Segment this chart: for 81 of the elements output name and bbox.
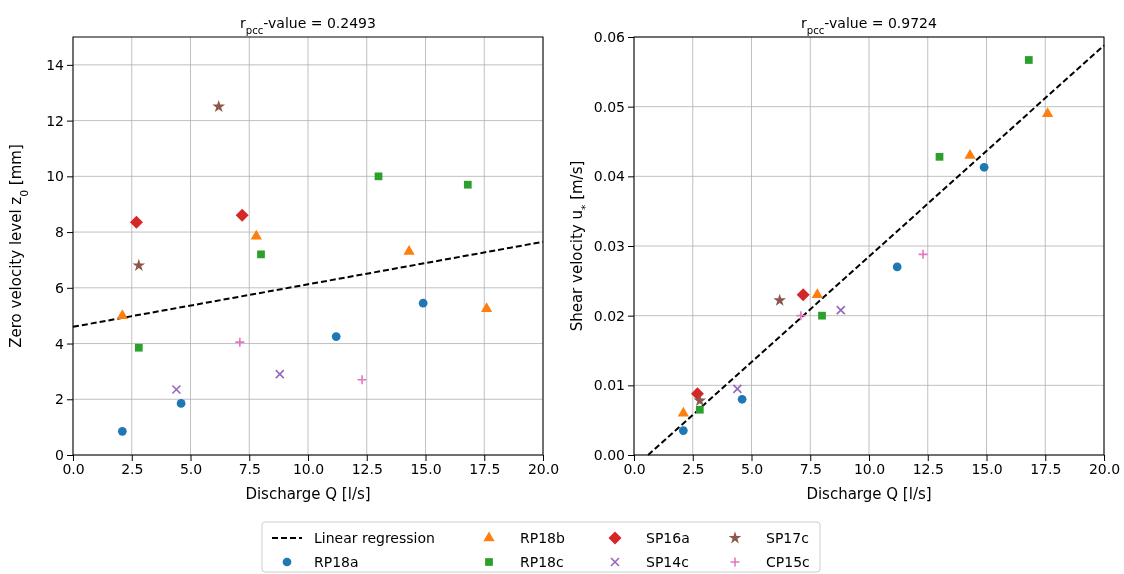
point (117, 426, 127, 436)
point (331, 332, 341, 341)
point (1041, 107, 1054, 117)
point (275, 369, 285, 379)
point (403, 245, 415, 255)
point (132, 258, 146, 271)
y-tick-label: 0.03 (593, 237, 625, 254)
x-tick-label: 2.5 (121, 460, 144, 477)
point (732, 384, 743, 394)
chart-title: r$_{pcc}$-value = 0.2493 (240, 15, 376, 36)
y-tick-label: 0.02 (593, 307, 625, 324)
point (690, 387, 704, 401)
y-tick-label: 0.01 (593, 377, 625, 394)
x-tick-label: 15.0 (410, 460, 442, 477)
x-tick-label: 5.0 (740, 460, 764, 477)
point (796, 288, 810, 302)
point (171, 384, 182, 395)
legend-label: SP14c (646, 554, 689, 570)
x-tick-label: 20.0 (527, 460, 560, 477)
point (176, 399, 186, 408)
x-tick-label: 2.5 (682, 460, 705, 477)
y-tick-label: 0 (55, 446, 64, 463)
point (418, 298, 428, 308)
x-tick-label: 7.5 (238, 460, 261, 477)
x-tick-label: 15.0 (971, 460, 1003, 477)
legend-label: SP17c (766, 530, 809, 546)
legend-label: Linear regression (314, 530, 435, 546)
point (1024, 56, 1033, 64)
point (235, 208, 249, 222)
legend-label: RP18b (520, 530, 565, 546)
point (116, 309, 128, 319)
point (257, 250, 265, 259)
x-axis-title: Discharge Q [l/s] (245, 485, 371, 503)
point (693, 393, 707, 407)
point (979, 162, 989, 172)
point (463, 180, 472, 189)
point (695, 405, 704, 414)
x-tick-label: 0.0 (62, 460, 85, 477)
point (935, 152, 944, 161)
x-tick-label: 17.5 (1030, 460, 1062, 477)
y-tick-label: 14 (46, 56, 65, 73)
y-tick-label: 0.04 (593, 168, 626, 185)
y-tick-label: 0.05 (593, 98, 625, 115)
x-tick-label: 0.0 (623, 460, 646, 477)
legend-label: SP16a (646, 530, 690, 546)
point (737, 394, 747, 404)
legend-label: RP18a (314, 554, 359, 570)
y-tick-label: 12 (46, 112, 64, 129)
y-tick-label: 2 (55, 391, 64, 408)
y-tick-label: 6 (55, 279, 65, 296)
x-tick-label: 5.0 (179, 460, 203, 477)
point (836, 305, 846, 315)
point (811, 288, 823, 299)
y-tick-label: 0.06 (593, 28, 626, 45)
point (678, 426, 688, 435)
legend-label: CP15c (766, 554, 810, 570)
x-tick-label: 17.5 (469, 460, 501, 477)
point (892, 262, 902, 272)
x-tick-label: 7.5 (799, 460, 822, 477)
point (480, 302, 493, 312)
point (134, 343, 143, 352)
x-tick-label: 12.5 (351, 460, 383, 477)
y-tick-label: 10 (46, 168, 64, 185)
y-tick-label: 4 (55, 335, 65, 352)
x-tick-label: 10.0 (292, 460, 325, 477)
point (374, 172, 383, 181)
point (129, 215, 143, 229)
point (677, 406, 689, 417)
y-tick-label: 8 (55, 224, 64, 241)
point (964, 148, 976, 159)
point (234, 336, 246, 348)
x-tick-label: 10.0 (853, 460, 886, 477)
point (773, 293, 787, 306)
x-tick-label: 20.0 (1088, 460, 1121, 477)
x-tick-label: 12.5 (912, 460, 944, 477)
point (818, 311, 826, 320)
point (356, 374, 368, 386)
x-axis-title: Discharge Q [l/s] (806, 485, 932, 503)
chart-title: r$_{pcc}$-value = 0.9724 (801, 15, 937, 36)
legend-label: RP18c (520, 554, 564, 570)
y-tick-label: 0.00 (593, 446, 625, 463)
